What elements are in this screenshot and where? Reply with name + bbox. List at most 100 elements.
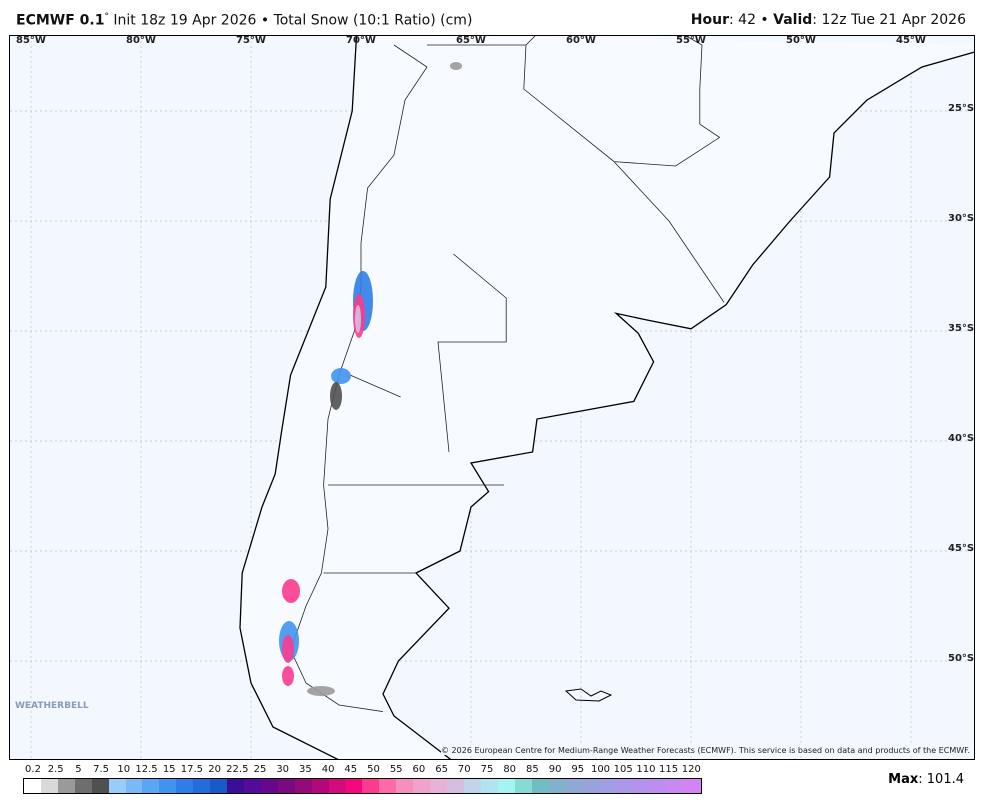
coastline — [239, 36, 974, 759]
lon-label: 55°W — [676, 35, 706, 46]
colorbar-swatch — [582, 779, 600, 793]
colorbar-swatch — [345, 779, 363, 793]
colorbar-label: 80 — [503, 764, 517, 775]
colorbar-label: 22.5 — [226, 764, 249, 775]
colorbar-label: 12.5 — [135, 764, 158, 775]
colorbar-swatch — [362, 779, 380, 793]
colorbar-swatch — [243, 779, 261, 793]
lon-label: 75°W — [236, 35, 266, 46]
lon-label: 45°W — [896, 35, 926, 46]
colorbar-label: 85 — [526, 764, 539, 775]
lon-label: 60°W — [566, 35, 596, 46]
border-line — [349, 374, 401, 398]
lon-label: 80°W — [126, 35, 156, 46]
lat-label: 35°S — [948, 323, 975, 334]
colorbar-swatch — [40, 779, 58, 793]
colorbar-swatch — [379, 779, 397, 793]
border-line — [437, 253, 507, 453]
colorbar-label: 0.2 — [25, 764, 41, 775]
colorbar-swatch — [497, 779, 515, 793]
falkland-islands — [564, 688, 613, 702]
border-line — [523, 44, 721, 167]
colorbar-label: 5 — [75, 764, 82, 775]
border-line — [613, 161, 725, 303]
colorbar-swatch — [294, 779, 312, 793]
colorbar-swatch — [548, 779, 566, 793]
colorbar-label: 115 — [659, 764, 679, 775]
max-value: Max: 101.4 — [888, 772, 964, 787]
colorbar-swatch — [463, 779, 481, 793]
snowfall-area — [307, 686, 335, 696]
snowfall-area — [330, 382, 342, 410]
lat-label: 30°S — [948, 213, 975, 224]
map-canvas — [10, 36, 974, 759]
colorbar-swatch — [514, 779, 532, 793]
colorbar-label: 120 — [681, 764, 701, 775]
colorbar-label: 95 — [571, 764, 585, 775]
colorbar-swatch — [650, 779, 668, 793]
colorbar-label: 100 — [590, 764, 611, 775]
colorbar — [23, 778, 702, 794]
colorbar-label: 35 — [299, 764, 312, 775]
colorbar-label: 110 — [636, 764, 656, 775]
snowfall-area — [331, 368, 351, 384]
lon-label: 85°W — [16, 35, 46, 46]
colorbar-label: 40 — [321, 764, 335, 775]
colorbar-swatch — [108, 779, 126, 793]
colorbar-label: 50 — [367, 764, 380, 775]
colorbar-label: 17.5 — [180, 764, 204, 775]
colorbar-swatch — [311, 779, 329, 793]
colorbar-label: 70 — [457, 764, 471, 775]
colorbar-swatch — [599, 779, 617, 793]
colorbar-swatch — [396, 779, 414, 793]
colorbar-swatch — [57, 779, 75, 793]
valid-time: Hour: 42 • Valid: 12z Tue 21 Apr 2026 — [690, 12, 966, 28]
colorbar-swatch — [277, 779, 295, 793]
colorbar-label: 10 — [117, 764, 131, 775]
lon-label: 50°W — [786, 35, 816, 46]
colorbar-label: 20 — [208, 764, 221, 775]
colorbar-swatch — [227, 779, 244, 793]
border-line — [685, 36, 703, 125]
colorbar-swatch — [260, 779, 278, 793]
colorbar-swatch — [74, 779, 92, 793]
lat-label: 40°S — [948, 433, 975, 444]
colorbar-swatch — [142, 779, 160, 793]
colorbar-swatch — [159, 779, 177, 793]
border-line — [427, 36, 536, 46]
colorbar-label: 65 — [435, 764, 448, 775]
colorbar-swatch — [210, 779, 228, 793]
colorbar-swatch — [24, 779, 41, 793]
lat-label: 50°S — [948, 653, 975, 664]
snowfall-area — [282, 635, 294, 663]
colorbar-label: 90 — [548, 764, 562, 775]
colorbar-swatch — [447, 779, 464, 793]
snow-map: WEATHERBELL — [9, 35, 975, 760]
colorbar-swatch — [193, 779, 211, 793]
lat-label: 45°S — [948, 543, 975, 554]
colorbar-swatch — [91, 779, 109, 793]
colorbar-swatch — [667, 779, 684, 793]
copyright-notice: © 2026 European Centre for Medium-Range … — [441, 746, 970, 755]
map-title: ECMWF 0.1° Init 18z 19 Apr 2026 • Total … — [16, 12, 473, 29]
colorbar-swatch — [480, 779, 498, 793]
colorbar-label: 55 — [389, 764, 403, 775]
snowfall-area — [355, 305, 361, 333]
colorbar-label: 75 — [480, 764, 494, 775]
colorbar-swatch — [328, 779, 346, 793]
colorbar-label: 45 — [344, 764, 358, 775]
colorbar-swatch — [413, 779, 431, 793]
snowfall-area — [282, 579, 300, 603]
colorbar-label: 60 — [412, 764, 426, 775]
colorbar-label: 7.5 — [93, 764, 110, 775]
colorbar-swatch — [176, 779, 194, 793]
colorbar-swatch — [430, 779, 448, 793]
colorbar-swatch — [565, 779, 583, 793]
snowfall-area — [282, 666, 294, 686]
colorbar-label: 25 — [253, 764, 267, 775]
colorbar-swatch — [633, 779, 651, 793]
lon-label: 65°W — [456, 35, 486, 46]
colorbar-label: 2.5 — [47, 764, 64, 775]
lon-label: 70°W — [346, 35, 376, 46]
colorbar-swatch — [125, 779, 143, 793]
